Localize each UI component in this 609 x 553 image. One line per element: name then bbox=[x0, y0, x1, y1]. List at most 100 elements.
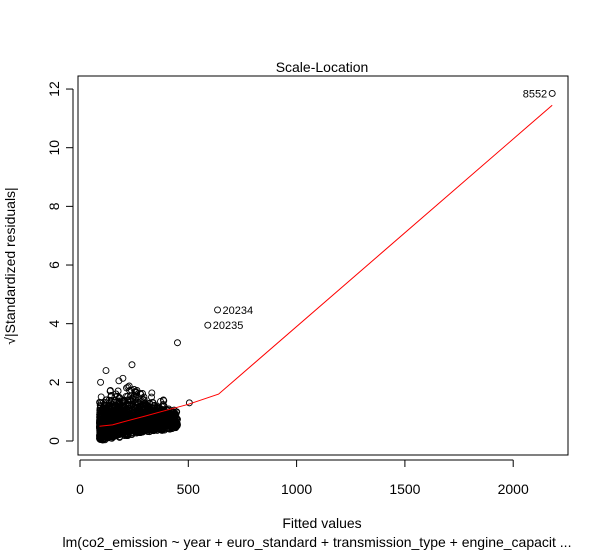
data-point bbox=[102, 404, 110, 412]
highlighted-points bbox=[97, 89, 556, 407]
data-point bbox=[108, 417, 115, 425]
data-point bbox=[130, 411, 138, 419]
data-point bbox=[97, 406, 105, 414]
outlier-label: 20235 bbox=[213, 320, 244, 332]
data-point bbox=[103, 396, 111, 404]
y-tick-label: 4 bbox=[46, 320, 62, 328]
x-axis: 0 500 1000 1500 2000 bbox=[76, 459, 529, 497]
x-tick-label: 0 bbox=[76, 481, 84, 497]
data-point bbox=[139, 428, 147, 436]
data-point bbox=[133, 407, 141, 415]
data-point bbox=[165, 416, 173, 424]
data-point bbox=[106, 405, 113, 413]
outlier-label: 8552 bbox=[523, 88, 547, 100]
data-point bbox=[148, 389, 156, 397]
data-point bbox=[105, 396, 113, 404]
data-point bbox=[164, 421, 172, 429]
data-point bbox=[173, 421, 180, 429]
data-point bbox=[97, 393, 105, 401]
data-point bbox=[136, 389, 144, 397]
outlier-point bbox=[214, 306, 221, 314]
data-point bbox=[131, 422, 139, 430]
data-point bbox=[111, 401, 119, 409]
data-point bbox=[163, 408, 171, 416]
data-point bbox=[151, 425, 159, 433]
data-point bbox=[118, 398, 126, 405]
data-point bbox=[111, 411, 119, 419]
data-point bbox=[132, 425, 140, 433]
x-tick-label: 1500 bbox=[389, 481, 420, 497]
data-point bbox=[163, 422, 171, 430]
y-axis-label: √|Standardized residuals| bbox=[2, 187, 18, 344]
data-point bbox=[128, 431, 136, 438]
data-point bbox=[112, 407, 120, 414]
data-point bbox=[156, 421, 164, 429]
y-tick-label: 2 bbox=[46, 378, 62, 386]
data-point bbox=[131, 403, 139, 411]
y-tick-label: 12 bbox=[46, 81, 62, 97]
plot-area-frame bbox=[77, 75, 569, 456]
data-point bbox=[112, 406, 120, 414]
y-tick-label: 8 bbox=[46, 202, 62, 210]
y-tick-label: 10 bbox=[46, 140, 62, 156]
data-point bbox=[168, 417, 176, 425]
y-axis: 0 2 4 6 8 10 12 bbox=[46, 81, 74, 445]
data-point bbox=[104, 430, 112, 438]
x-axis-label: Fitted values bbox=[282, 515, 361, 531]
data-point bbox=[113, 429, 120, 437]
data-point bbox=[132, 389, 140, 397]
residual-point-cloud bbox=[96, 374, 181, 444]
data-point bbox=[158, 413, 166, 421]
data-point bbox=[108, 420, 116, 427]
model-formula-caption: lm(co2_emission ~ year + euro_standard +… bbox=[63, 534, 572, 550]
x-tick-label: 1000 bbox=[281, 481, 312, 497]
data-point bbox=[121, 425, 129, 433]
data-point bbox=[142, 413, 150, 421]
x-tick-label: 500 bbox=[177, 481, 201, 497]
data-point bbox=[130, 392, 138, 400]
data-point bbox=[159, 402, 167, 410]
data-point bbox=[97, 378, 105, 386]
data-point bbox=[100, 430, 108, 438]
data-point bbox=[115, 377, 123, 385]
outlier-label: 20234 bbox=[223, 305, 254, 317]
data-point bbox=[105, 408, 113, 416]
data-point bbox=[140, 427, 148, 434]
data-point bbox=[99, 404, 107, 412]
data-point bbox=[127, 392, 134, 400]
y-tick-label: 6 bbox=[46, 261, 62, 269]
data-point bbox=[172, 424, 180, 432]
data-point bbox=[132, 429, 140, 437]
outlier-point bbox=[204, 321, 212, 329]
data-point bbox=[97, 417, 105, 425]
outlier-point bbox=[548, 89, 556, 97]
data-point bbox=[172, 420, 180, 428]
data-point bbox=[146, 400, 153, 408]
data-point bbox=[126, 427, 134, 434]
data-point bbox=[174, 339, 181, 347]
data-point bbox=[96, 429, 104, 437]
data-point bbox=[97, 431, 105, 439]
data-point bbox=[125, 382, 133, 390]
data-point bbox=[112, 390, 120, 398]
data-point bbox=[118, 414, 126, 422]
data-point bbox=[120, 402, 128, 410]
point-labels: 8552 20234 20235 bbox=[213, 88, 547, 332]
data-point bbox=[171, 410, 179, 417]
data-point bbox=[111, 426, 119, 434]
data-point bbox=[113, 413, 120, 421]
chart-title: Scale-Location bbox=[276, 59, 369, 75]
data-point bbox=[134, 412, 142, 420]
data-point bbox=[96, 399, 104, 407]
data-point bbox=[165, 419, 172, 426]
x-tick-label: 2000 bbox=[498, 481, 529, 497]
data-point bbox=[166, 415, 174, 423]
data-point bbox=[101, 413, 109, 421]
data-point bbox=[172, 418, 180, 426]
data-point bbox=[124, 430, 132, 438]
data-point bbox=[128, 361, 136, 369]
data-point bbox=[148, 421, 156, 429]
data-point bbox=[102, 367, 110, 375]
y-tick-label: 0 bbox=[46, 437, 62, 445]
